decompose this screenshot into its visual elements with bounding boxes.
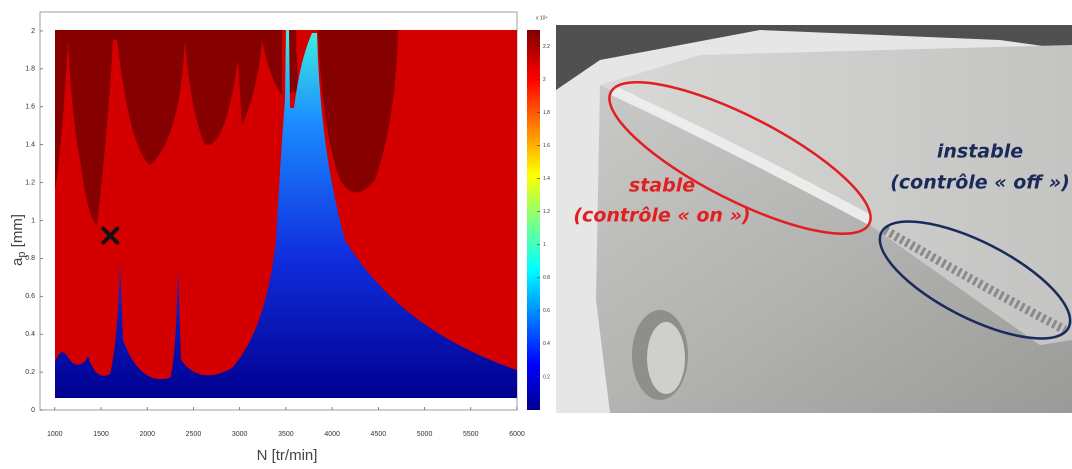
y-tick-label: 1 [31,217,35,224]
x-axis-label: N [tr/min] [257,447,318,464]
colorbar-tick-label: 0.2 [543,374,550,380]
x-tick-label: 3500 [278,431,294,438]
x-tick-label: 5000 [417,431,433,438]
y-axis-label-base: a [9,257,26,266]
x-tick-label: 1500 [93,431,109,438]
unstable-lobes [55,30,398,225]
stable-ellipse [608,81,872,235]
stable-note: (contrôle « on ») [573,205,750,227]
y-tick-label: 2 [31,28,35,35]
hole-inner [647,322,685,394]
stable-low-region [55,30,517,398]
block-face [596,85,1072,413]
colorbar-scale: x 10⁴ [536,15,548,21]
x-tick-label: 3000 [232,431,248,438]
colorbar-tick-label: 1 [543,242,546,248]
colorbar-tick-label: 1.8 [543,110,550,116]
x-tick-label: 4000 [324,431,340,438]
stable-label: stable [629,175,695,197]
x-tick-label: 5500 [463,431,479,438]
x-tick-label: 6000 [509,431,525,438]
x-tick-label: 2500 [186,431,202,438]
y-tick-label: 0.2 [25,369,35,376]
colorbar [527,30,540,410]
colorbar-tick-label: 1.2 [543,209,550,215]
y-axis-label: ap [mm] [9,214,28,266]
colorbar-tick-label: 0.6 [543,308,550,314]
y-tick-label: 1.6 [25,104,35,111]
x-tick-label: 4500 [371,431,387,438]
unstable-note: (contrôle « off ») [890,172,1070,194]
unstable-ellipse [878,220,1072,340]
operating-point [101,226,120,245]
stability-chart: x 10⁴ N [tr/min] ap [mm] [9,11,548,464]
x-tick-label: 2000 [139,431,155,438]
y-tick-label: 1.8 [25,66,35,73]
colorbar-tick-label: 1.4 [543,176,550,182]
colorbar-tick-label: 2.2 [543,44,550,50]
y-tick-label: 0.4 [25,331,35,338]
y-tick-label: 0.8 [25,255,35,262]
y-axis-label-unit: [mm] [9,214,26,252]
y-tick-label: 1.4 [25,142,35,149]
y-tick-label: 0.6 [25,293,35,300]
machined-track-stable [609,85,873,225]
colorbar-tick-label: 0.8 [543,275,550,281]
y-tick-label: 0 [31,407,35,414]
photo: stable (contrôle « on ») instable (contr… [556,25,1072,413]
machined-track-unstable [882,226,1068,334]
y-tick-label: 1.2 [25,179,35,186]
unstable-label: instable [937,141,1023,163]
colorbar-tick-label: 0.4 [543,341,550,347]
colorbar-tick-label: 2 [543,77,546,83]
photo-shadow [556,25,1072,90]
colorbar-tick-label: 1.6 [543,143,550,149]
x-tick-label: 1000 [47,431,63,438]
y-axis-label-sub: p [16,252,28,258]
